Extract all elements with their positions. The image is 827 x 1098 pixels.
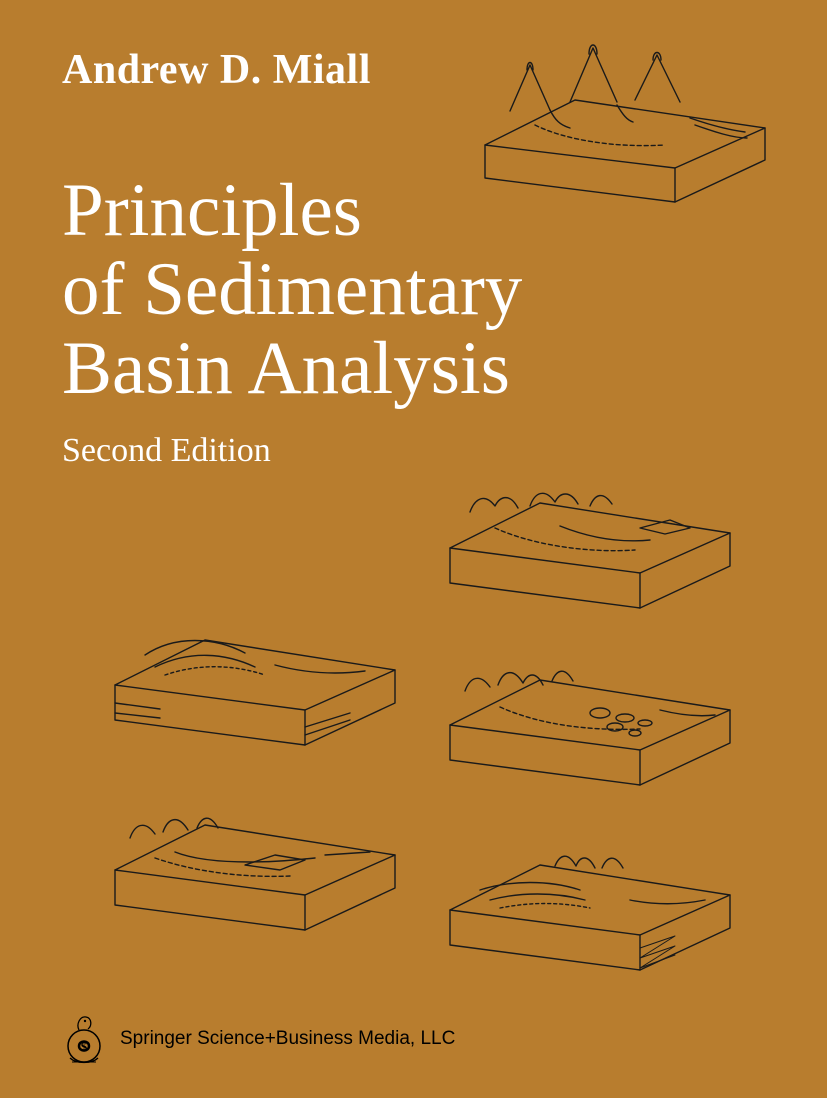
publisher-block: $ Springer Science+Business Media, LLC — [62, 1010, 455, 1068]
book-title: Principles of Sedimentary Basin Analysis — [62, 172, 522, 408]
springer-logo-icon: $ — [62, 1010, 106, 1068]
title-line-3: Basin Analysis — [62, 327, 510, 410]
edition-label: Second Edition — [62, 432, 271, 470]
publisher-name: Springer Science+Business Media, LLC — [120, 1028, 455, 1050]
basin-diagram-strike-slip — [105, 760, 405, 935]
author-name: Andrew D. Miall — [62, 46, 371, 94]
basin-diagram-foreland — [440, 615, 740, 790]
title-line-1: Principles — [62, 169, 362, 252]
basin-diagram-rift — [440, 438, 740, 613]
basin-diagram-volcanic-arc — [475, 30, 775, 205]
title-line-2: of Sedimentary — [62, 248, 522, 331]
basin-diagram-passive-margin — [105, 575, 405, 750]
basin-diagram-intracratonic — [440, 800, 740, 975]
svg-text:$: $ — [81, 1039, 88, 1054]
